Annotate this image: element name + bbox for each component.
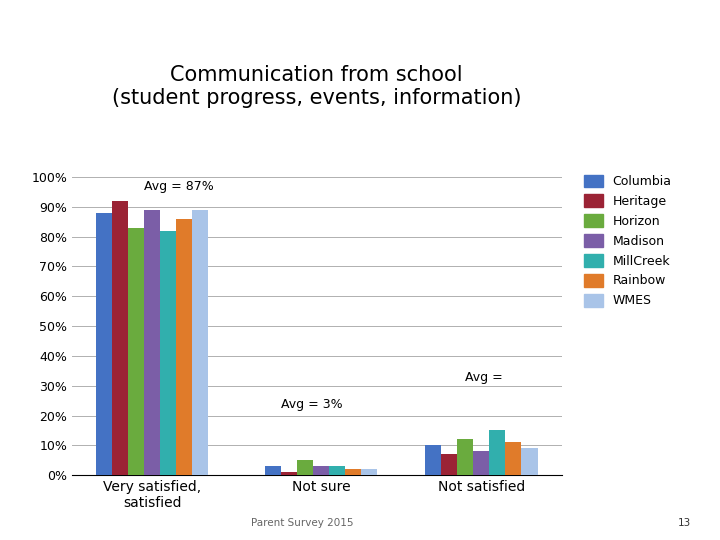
Bar [144,210,161,475]
Bar [425,446,441,475]
Text: Communication from school
(student progress, events, information): Communication from school (student progr… [112,65,521,108]
Bar [176,219,192,475]
Bar [297,460,312,475]
Text: Avg = 3%: Avg = 3% [281,398,342,411]
Bar [161,231,176,475]
Text: Avg =: Avg = [465,371,503,384]
Text: 13: 13 [678,518,691,529]
Bar [128,228,144,475]
Bar [361,469,377,475]
Text: Avg = 87%: Avg = 87% [144,180,214,193]
Bar [505,442,521,475]
Bar [192,210,209,475]
Legend: Columbia, Heritage, Horizon, Madison, MillCreek, Rainbow, WMES: Columbia, Heritage, Horizon, Madison, Mi… [577,168,678,314]
Bar [457,440,473,475]
Bar [441,454,457,475]
Bar [312,466,329,475]
Bar [281,472,297,475]
Bar [265,466,281,475]
Bar [112,201,128,475]
Bar [521,448,538,475]
Bar [329,466,345,475]
Bar [473,451,490,475]
Bar [490,430,505,475]
Bar [345,469,361,475]
Text: Parent Survey 2015: Parent Survey 2015 [251,518,354,529]
Bar [96,213,112,475]
